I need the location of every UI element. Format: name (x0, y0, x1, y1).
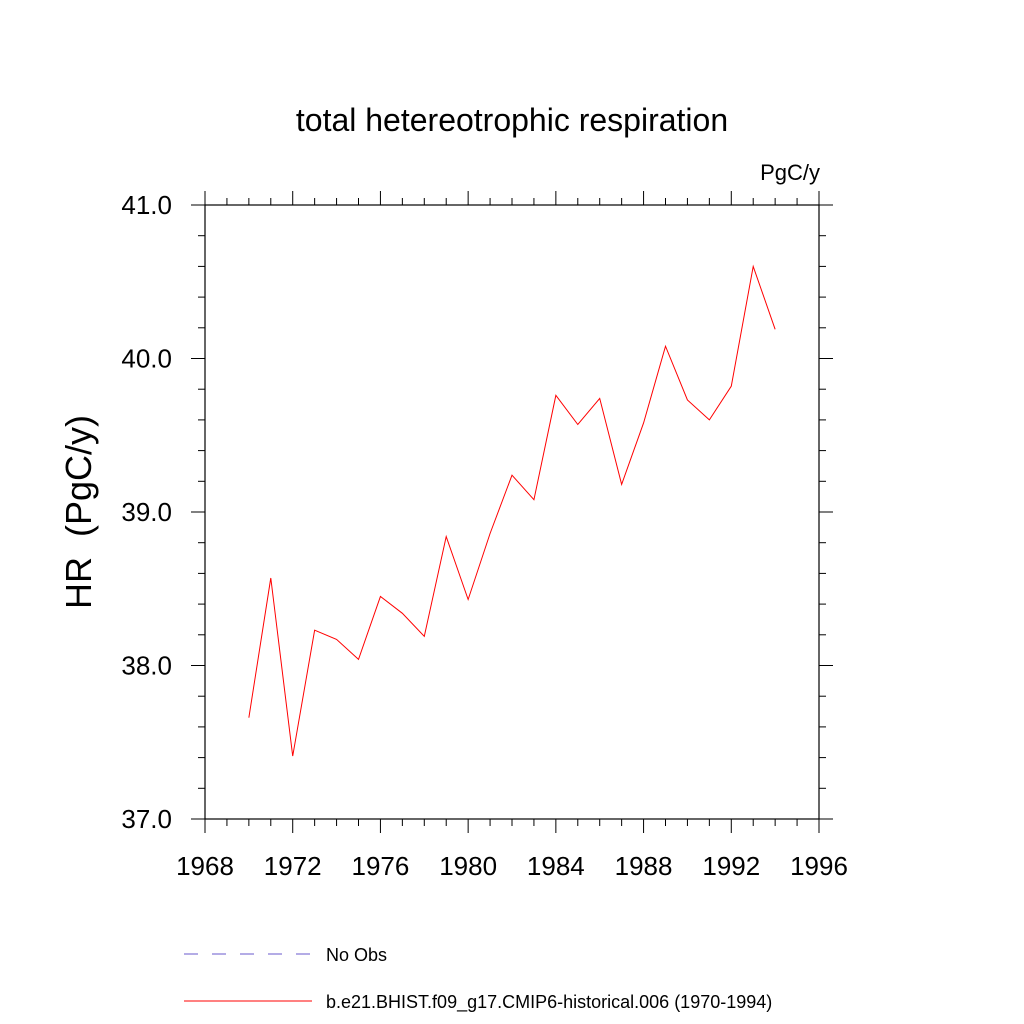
chart-title: total hetereotrophic respiration (296, 102, 728, 138)
units-label: PgC/y (760, 160, 820, 185)
y-tick-label: 37.0 (121, 804, 172, 834)
legend-label: No Obs (326, 945, 387, 965)
y-tick-label: 41.0 (121, 190, 172, 220)
x-tick-label: 1988 (615, 851, 673, 881)
legend: No Obs b.e21.BHIST.f09_g17.CMIP6-historic… (184, 945, 772, 1013)
plot-frame (204, 204, 820, 820)
x-tick-label: 1980 (439, 851, 497, 881)
x-tick-label: 1968 (176, 851, 234, 881)
series-line (248, 264, 776, 757)
tick-labels: 1968 1972 1976 1980 1984 1988 1992 1996 37.0 38.0… (121, 190, 848, 881)
x-tick-label: 1976 (352, 851, 410, 881)
y-axis-label: HR (PgC/y) (58, 415, 99, 609)
x-tick-label: 1984 (527, 851, 585, 881)
axis-ticks (191, 191, 833, 833)
y-tick-label: 40.0 (121, 344, 172, 374)
y-tick-label: 39.0 (121, 497, 172, 527)
legend-label: b.e21.BHIST.f09_g17.CMIP6-historical.006… (326, 992, 772, 1013)
series-group (248, 264, 776, 757)
x-tick-label: 1992 (702, 851, 760, 881)
x-tick-label: 1972 (264, 851, 322, 881)
y-tick-label: 38.0 (121, 651, 172, 681)
x-tick-label: 1996 (790, 851, 848, 881)
